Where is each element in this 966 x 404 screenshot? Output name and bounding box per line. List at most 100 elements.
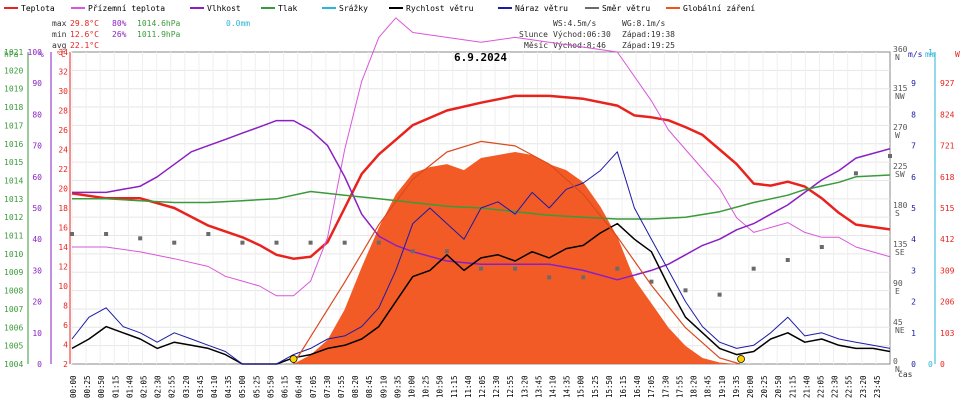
legend-label: Teplota <box>21 4 55 13</box>
series-wind-direction-point <box>888 154 892 158</box>
axis-unit-pressure: hPa <box>4 50 19 59</box>
x-tick-label: 20:50 <box>774 375 783 398</box>
x-tick-label: 17:30 <box>661 375 670 398</box>
series-rychlost-v-tru <box>71 222 891 365</box>
y-tick-pressure: 1018 <box>4 103 23 112</box>
y-tick-temperature: 20 <box>58 185 68 194</box>
y-tick-pressure: 1021 <box>4 48 23 57</box>
x-tick-label: 16:40 <box>633 375 642 398</box>
x-tick-label: 16:15 <box>619 375 628 398</box>
x-tick-label: 21:40 <box>802 375 811 398</box>
series-wind-direction-point <box>479 266 483 271</box>
axis-unit-rain: mm <box>925 50 935 59</box>
dir-tick-label: W <box>895 131 900 140</box>
y-tick-humidity: 80 <box>32 110 42 119</box>
y-tick-temperature: 6 <box>63 321 68 330</box>
x-tick-label: 05:25 <box>252 375 261 398</box>
radiation-tick: 412 <box>940 235 955 244</box>
sunrise-marker <box>289 355 298 363</box>
radiation-tick: 206 <box>940 298 955 307</box>
y-tick-pressure: 1014 <box>4 176 23 185</box>
dir-tick-value: 135 <box>893 240 908 249</box>
y-tick-pressure: 1006 <box>4 323 23 332</box>
x-tick-label: 00:50 <box>97 375 106 398</box>
series-wind-direction-point <box>342 240 347 245</box>
x-tick-label: 22:05 <box>816 375 825 398</box>
series-wind-direction-point <box>785 258 790 262</box>
rain-tick: 0 <box>928 360 933 369</box>
series-wind-direction-point <box>172 240 177 245</box>
radiation-tick: 515 <box>940 204 955 213</box>
series-vlhkost <box>72 119 891 281</box>
y-tick-pressure: 1019 <box>4 85 23 94</box>
y-tick-pressure: 1015 <box>4 158 23 167</box>
series-wind-direction-point <box>547 275 552 280</box>
axis-unit-humidity: % <box>39 50 44 59</box>
series-layer <box>70 17 892 365</box>
x-tick-label: 13:20 <box>520 375 529 398</box>
wind-tick: 3 <box>911 266 916 275</box>
radiation-tick: 721 <box>940 142 955 151</box>
wind-ws: WS:4.5m/s <box>553 19 597 28</box>
legend-label: Rychlost větru <box>406 4 474 13</box>
x-tick-label: 07:30 <box>323 375 332 398</box>
x-tick-label: 06:15 <box>281 375 290 398</box>
x-tick-label: 15:25 <box>591 375 600 398</box>
x-tick-label: 01:40 <box>125 375 134 398</box>
stats-min-label: min <box>52 30 67 39</box>
x-tick-label: 20:25 <box>760 375 769 398</box>
dir-tick-value: 315 <box>893 84 908 93</box>
x-tick-label: 02:05 <box>140 375 149 398</box>
stats-max-humidity: 80% <box>112 19 127 28</box>
y-tick-humidity: 100 <box>28 48 43 57</box>
x-tick-label: 07:05 <box>309 375 318 398</box>
x-tick-label: 14:35 <box>563 375 572 398</box>
axis-unit-wind: m/s <box>908 50 923 59</box>
series-wind-direction-point <box>104 232 109 236</box>
dir-tick-label: N <box>895 53 900 62</box>
x-tick-labels: 00:00 00:25 00:50 01:15 01:40 02:05 02:30 02:55… <box>69 375 882 398</box>
series-wind-direction-point <box>615 266 620 271</box>
x-tick-label: 18:45 <box>704 375 713 398</box>
x-tick-label: 17:55 <box>675 375 684 398</box>
dir-tick-label: SW <box>895 170 905 179</box>
x-tick-label: 02:30 <box>154 375 163 398</box>
series-n-raz-v-tru <box>71 151 891 365</box>
stats-max-pressure: 1014.6hPa <box>137 19 181 28</box>
chart-title: 6.9.2024 <box>454 51 507 64</box>
legend-label: Náraz větru <box>515 4 568 13</box>
axis-unit-radiation: W <box>955 50 960 59</box>
y-tick-pressure: 1012 <box>4 213 23 222</box>
moon-set: Západ:19:25 <box>622 41 675 50</box>
y-tick-temperature: 16 <box>58 224 68 233</box>
series-wind-direction-point <box>513 266 518 271</box>
x-tick-label: 02:55 <box>168 375 177 398</box>
radiation-tick: 309 <box>940 266 955 275</box>
y-tick-pressure: 1011 <box>4 232 23 241</box>
wind-tick: 0 <box>911 360 916 369</box>
wind-tick: 2 <box>911 298 916 307</box>
moon-label: Měsíc <box>524 41 548 50</box>
series-p-zemn-teplota <box>72 17 891 297</box>
y-tick-pressure: 1013 <box>4 195 23 204</box>
dir-tick-value: 225 <box>893 162 908 171</box>
series-wind-direction-point <box>308 240 313 245</box>
stats-block: max 29.8°C 80% 1014.6hPa 0.0mm min 12.6°… <box>52 19 675 50</box>
moon-rise: Východ:8:46 <box>553 41 606 50</box>
dir-tick-label: S <box>895 209 900 218</box>
legend-label: Vlhkost <box>207 4 241 13</box>
x-tick-label: 10:25 <box>422 375 431 398</box>
y-tick-pressure: 1017 <box>4 121 23 130</box>
y-tick-pressure: 1005 <box>4 342 23 351</box>
series-wind-direction-point <box>376 240 381 245</box>
x-tick-label: 22:55 <box>845 375 854 398</box>
series-wind-direction-point <box>683 288 688 293</box>
dir-tick-label: SE <box>895 248 905 257</box>
y-tick-temperature: 22 <box>58 165 68 174</box>
dir-tick-value: 180 <box>893 201 908 210</box>
x-tick-label: 01:15 <box>111 375 120 398</box>
stats-min-pressure: 1011.9hPa <box>137 30 181 39</box>
stats-avg-temp: 22.1°C <box>70 41 99 50</box>
legend-label: Přízemní teplota <box>88 4 165 13</box>
radiation-tick: 0 <box>940 360 945 369</box>
